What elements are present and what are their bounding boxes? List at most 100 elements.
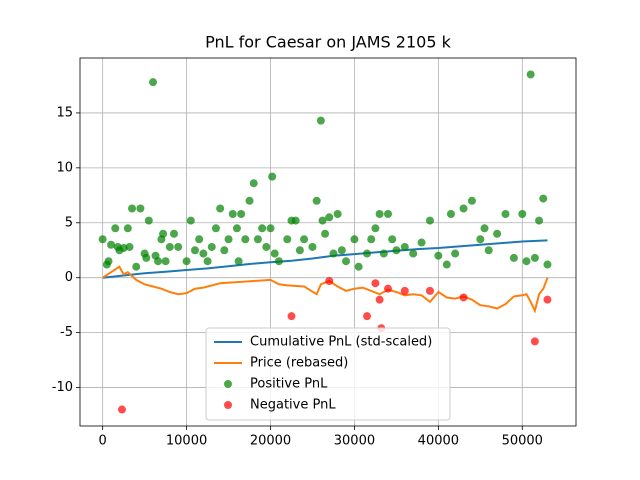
scatter-point	[530, 253, 539, 262]
scatter-point	[142, 253, 151, 262]
scatter-point	[325, 276, 334, 285]
line	[102, 265, 549, 314]
scatter-point	[367, 235, 376, 244]
scatter-point	[543, 260, 552, 269]
scatter-point	[530, 337, 539, 346]
scatter-point	[329, 249, 338, 258]
scatter-point	[195, 235, 204, 244]
plot-frame	[79, 57, 577, 427]
scatter-point	[442, 260, 451, 269]
x-tick-label: 50000	[502, 434, 543, 449]
legend-label: Positive PnL	[250, 377, 328, 392]
scatter-point	[144, 216, 153, 225]
line	[102, 239, 548, 279]
scatter-point	[207, 242, 216, 251]
y-tick-label: 10	[56, 160, 73, 175]
scatter-point	[325, 213, 334, 222]
scatter-point	[123, 224, 132, 233]
scatter-point	[333, 209, 342, 218]
y-tick-label: 0	[65, 270, 73, 285]
scatter-point	[379, 249, 388, 258]
scatter-point	[388, 235, 397, 244]
scatter-point	[232, 224, 241, 233]
scatter-point	[274, 257, 283, 266]
scatter-point	[237, 209, 246, 218]
x-tick-label: 10000	[166, 434, 207, 449]
scatter-point	[535, 216, 544, 225]
legend-label: Price (rebased)	[250, 356, 348, 371]
scatter-point	[518, 209, 527, 218]
scatter-point	[241, 235, 250, 244]
scatter-point	[224, 235, 233, 244]
scatter-point	[182, 257, 191, 266]
scatter-point	[295, 246, 304, 255]
scatter-point	[117, 405, 126, 414]
scatter-point	[318, 216, 327, 225]
scatter-point	[493, 229, 502, 238]
scatter-point	[165, 242, 174, 251]
scatter-point	[174, 242, 183, 251]
scatter-point	[363, 312, 372, 321]
scatter-point	[203, 257, 212, 266]
scatter-point	[316, 116, 325, 125]
scatter-point	[539, 194, 548, 203]
scatter-point	[98, 235, 107, 244]
scatter-point	[392, 246, 401, 255]
scatter-point	[509, 253, 518, 262]
scatter-point	[136, 204, 145, 213]
scatter-point	[300, 235, 309, 244]
scatter-point	[522, 257, 531, 266]
legend-label: Negative PnL	[250, 398, 336, 413]
scatter-point	[434, 251, 443, 260]
scatter-point	[186, 216, 195, 225]
scatter-point	[354, 262, 363, 271]
scatter-point	[476, 235, 485, 244]
scatter-point	[149, 78, 158, 87]
scatter-point	[132, 262, 141, 271]
scatter-point	[216, 204, 225, 213]
scatter-point	[400, 242, 409, 251]
scatter-point	[384, 209, 393, 218]
scatter-point	[104, 257, 113, 266]
x-tick-label: 40000	[418, 434, 459, 449]
scatter-point	[199, 249, 208, 258]
scatter-point	[337, 246, 346, 255]
scatter-point	[258, 224, 267, 233]
scatter-point	[266, 224, 275, 233]
y-tick-label: 5	[65, 215, 73, 230]
scatter-point	[283, 235, 292, 244]
scatter-point	[111, 224, 120, 233]
scatter-point	[484, 246, 493, 255]
scatter-point	[459, 204, 468, 213]
scatter-point	[228, 209, 237, 218]
scatter-point	[234, 257, 243, 266]
scatter-point	[262, 242, 271, 251]
x-tick-label: 0	[99, 434, 107, 449]
scatter-point	[417, 238, 426, 247]
scatter-point	[425, 286, 434, 295]
scatter-point	[526, 70, 535, 79]
scatter-point	[371, 279, 380, 288]
scatter-point	[350, 235, 359, 244]
scatter-point	[312, 196, 321, 205]
scatter-point	[287, 312, 296, 321]
scatter-point	[446, 209, 455, 218]
scatter-point	[125, 242, 134, 251]
y-tick-label: -10	[52, 380, 73, 395]
legend: Cumulative PnL (std-scaled) Price (rebase…	[205, 327, 451, 421]
scatter-point	[169, 229, 178, 238]
legend-swatch	[224, 380, 232, 388]
x-tick-label: 30000	[334, 434, 375, 449]
scatter-point	[159, 229, 168, 238]
scatter-point	[245, 196, 254, 205]
scatter-point	[363, 249, 372, 258]
scatter-point	[425, 216, 434, 225]
scatter-point	[268, 172, 277, 181]
scatter-point	[451, 249, 460, 258]
scatter-point	[543, 295, 552, 304]
scatter-point	[467, 196, 476, 205]
scatter-point	[211, 224, 220, 233]
scatter-point	[190, 246, 199, 255]
y-tick-label: -5	[60, 325, 73, 340]
